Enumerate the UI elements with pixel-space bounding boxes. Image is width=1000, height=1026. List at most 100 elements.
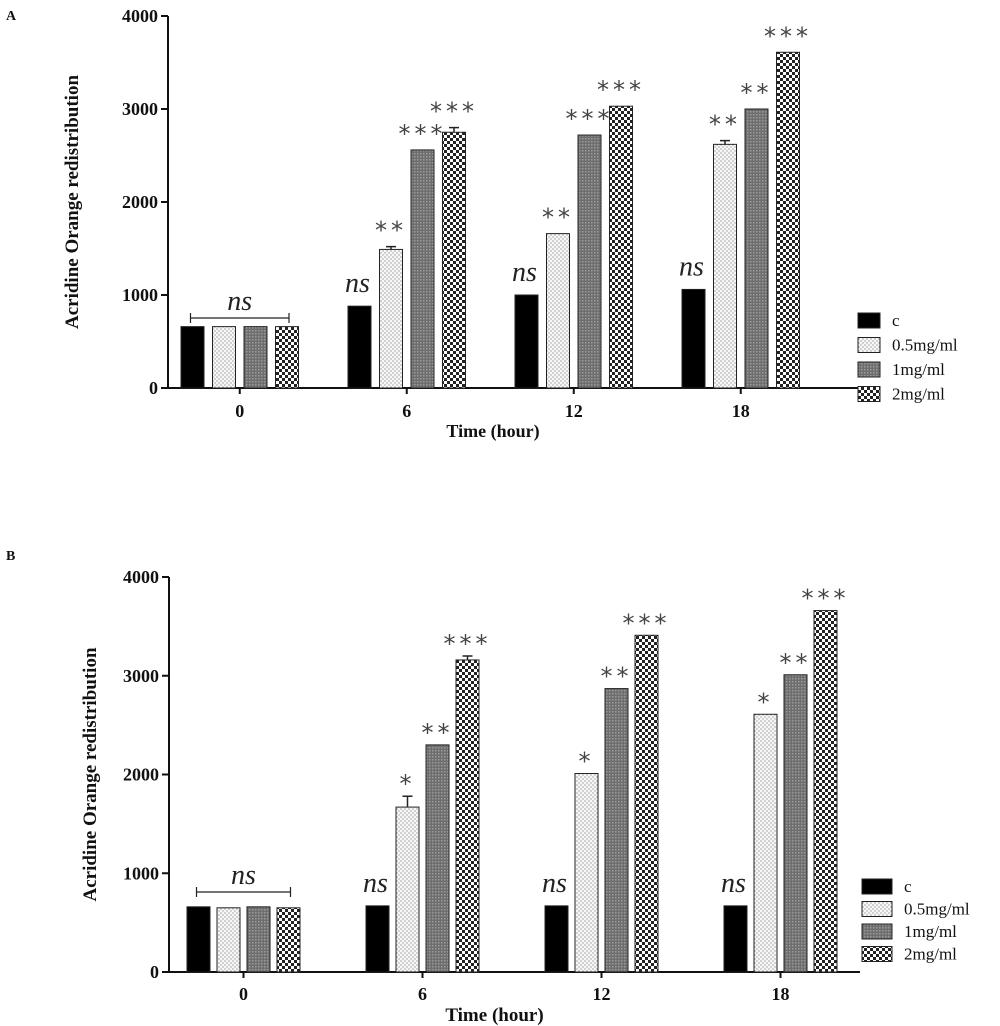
y-axis-title: Acridine Orange redistribution: [62, 75, 83, 329]
bar-12h-2mgml: [634, 634, 659, 973]
bar-0h-1mgml: [243, 326, 268, 389]
bar-18h-c: [681, 288, 706, 389]
x-tick-label: 18: [732, 401, 750, 421]
significance-label: ***: [597, 76, 645, 104]
bar-0h-05mgml: [212, 326, 236, 389]
legend-label: c: [892, 311, 900, 330]
significance-label: ns: [679, 251, 704, 282]
panel-label: A: [6, 9, 17, 24]
significance-label: *: [400, 770, 416, 798]
legend-label: 2mg/ml: [904, 945, 957, 964]
significance-label: ***: [802, 585, 850, 613]
significance-label: ***: [430, 98, 478, 126]
significance-label: **: [375, 217, 407, 245]
bar-18h-c: [723, 905, 748, 973]
bar-6h-c: [365, 905, 390, 973]
significance-label: ns: [721, 868, 746, 899]
legend-label: 0.5mg/ml: [904, 900, 970, 919]
x-tick-label: 6: [402, 401, 411, 421]
bar-6h-05mgml: [395, 806, 420, 973]
bar-12h-c: [514, 294, 539, 389]
significance-label: ***: [623, 609, 671, 637]
legend-label: 1mg/ml: [904, 922, 957, 941]
legend-swatch: [861, 901, 893, 917]
bar-18h-05mgml: [713, 143, 737, 389]
bar-0h-c: [180, 326, 205, 389]
bar-0h-1mgml: [246, 906, 271, 973]
significance-label: ***: [444, 630, 492, 658]
legend-swatch: [857, 312, 881, 329]
legend-label: c: [904, 877, 912, 896]
bar-0h-05mgml: [216, 907, 241, 973]
bar-0h-2mgml: [275, 326, 299, 389]
bar-12h-05mgml: [546, 233, 570, 389]
x-axis-title: Time (hour): [446, 421, 539, 442]
bar-18h-2mgml: [776, 51, 800, 389]
significance-label: ns: [512, 257, 537, 288]
legend-swatch: [861, 923, 893, 940]
significance-label: *: [579, 748, 595, 776]
x-tick-label: 18: [772, 984, 790, 1004]
ns-bracket-label: ns: [231, 860, 256, 891]
chart-panel-a: A 0 1000 2000 3000 4000 Acridine Orange redist…: [6, 6, 958, 442]
y-tick-label: 0: [150, 962, 159, 982]
legend-swatch: [861, 946, 893, 962]
significance-label: ***: [764, 22, 812, 50]
significance-label: **: [601, 663, 633, 691]
legend-label: 1mg/ml: [892, 360, 945, 379]
bar-6h-1mgml: [425, 744, 450, 973]
significance-label: ***: [399, 120, 447, 148]
significance-label: **: [709, 111, 741, 139]
bar-6h-c: [347, 305, 372, 389]
y-axis-title: Acridine Orange redistribution: [80, 647, 101, 901]
bar-6h-2mgml: [442, 131, 466, 389]
legend-label: 0.5mg/ml: [892, 336, 958, 355]
significance-label: **: [780, 649, 812, 677]
bar-18h-1mgml: [744, 108, 769, 389]
legend-label: 2mg/ml: [892, 385, 945, 404]
chart-panel-b: B 0 1000 2000 3000 4000 Acridine Orange redist…: [6, 549, 970, 1026]
y-tick-label: 3000: [123, 666, 159, 686]
bar-6h-2mgml: [455, 659, 480, 973]
x-tick-label: 6: [418, 984, 427, 1004]
significance-label: **: [422, 719, 454, 747]
significance-label: ***: [566, 105, 614, 133]
bar-12h-c: [544, 905, 569, 973]
significance-label: *: [758, 688, 774, 716]
legend-swatch: [857, 337, 881, 353]
bar-18h-1mgml: [783, 674, 808, 973]
bar-6h-05mgml: [379, 248, 403, 389]
y-tick-label: 2000: [123, 765, 159, 785]
significance-label: ns: [542, 868, 567, 899]
bar-18h-05mgml: [753, 713, 778, 973]
significance-label: **: [542, 204, 574, 232]
bar-12h-2mgml: [609, 105, 633, 389]
y-tick-label: 0: [149, 378, 158, 398]
legend-swatch: [857, 386, 881, 402]
significance-label: ns: [345, 268, 370, 299]
panel-label: B: [6, 549, 15, 564]
x-tick-label: 0: [235, 401, 244, 421]
ns-bracket-label: ns: [227, 286, 252, 317]
legend-swatch: [861, 878, 893, 895]
x-tick-label: 12: [565, 401, 583, 421]
bar-12h-05mgml: [574, 773, 599, 973]
x-tick-label: 12: [593, 984, 611, 1004]
x-axis-title: Time (hour): [445, 1005, 543, 1026]
legend-swatch: [857, 361, 881, 378]
y-tick-label: 3000: [122, 99, 158, 119]
y-tick-label: 1000: [123, 863, 159, 883]
bar-12h-1mgml: [577, 134, 602, 389]
bar-6h-1mgml: [410, 149, 435, 389]
bar-0h-2mgml: [276, 907, 301, 973]
y-tick-label: 1000: [122, 285, 158, 305]
x-tick-label: 0: [239, 984, 248, 1004]
y-tick-label: 4000: [122, 6, 158, 26]
y-tick-label: 4000: [123, 567, 159, 587]
bar-12h-1mgml: [604, 688, 629, 973]
bar-0h-c: [186, 906, 211, 973]
significance-label: ns: [363, 868, 388, 899]
bar-18h-2mgml: [813, 610, 838, 973]
significance-label: **: [741, 79, 773, 107]
